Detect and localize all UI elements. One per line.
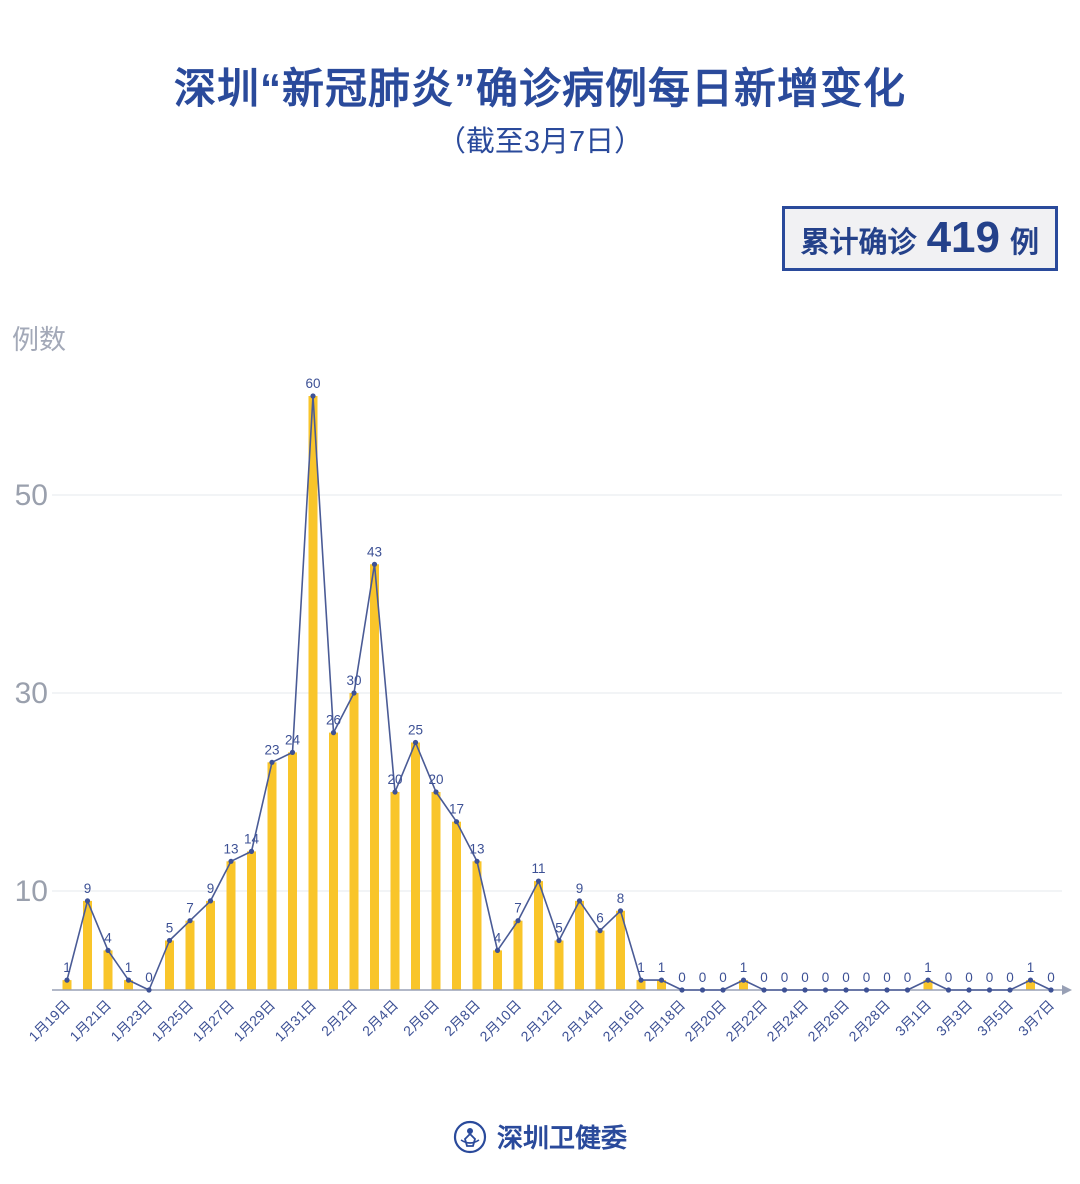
svg-text:2月12日: 2月12日 bbox=[517, 997, 565, 1045]
svg-text:43: 43 bbox=[367, 544, 382, 559]
footer: 深圳卫健委 bbox=[0, 1118, 1080, 1155]
svg-text:23: 23 bbox=[264, 742, 279, 757]
svg-text:2月16日: 2月16日 bbox=[599, 997, 647, 1045]
badge-prefix-label: 累计确诊 bbox=[800, 227, 917, 259]
svg-text:0: 0 bbox=[678, 970, 686, 985]
total-confirmed-badge: 累计确诊 419 例 bbox=[781, 206, 1058, 271]
svg-text:9: 9 bbox=[84, 881, 92, 896]
svg-text:1月21日: 1月21日 bbox=[66, 997, 114, 1045]
svg-text:20: 20 bbox=[428, 772, 443, 787]
svg-text:26: 26 bbox=[326, 713, 341, 728]
svg-text:0: 0 bbox=[760, 970, 768, 985]
svg-text:10: 10 bbox=[15, 875, 48, 908]
svg-text:8: 8 bbox=[617, 891, 625, 906]
svg-text:1: 1 bbox=[125, 960, 133, 975]
svg-text:0: 0 bbox=[945, 970, 953, 985]
svg-text:0: 0 bbox=[699, 970, 707, 985]
svg-text:30: 30 bbox=[346, 673, 361, 688]
svg-text:1: 1 bbox=[658, 960, 666, 975]
svg-text:20: 20 bbox=[387, 772, 402, 787]
svg-text:5: 5 bbox=[555, 921, 563, 936]
svg-text:0: 0 bbox=[145, 970, 153, 985]
svg-text:2月14日: 2月14日 bbox=[558, 997, 606, 1045]
svg-text:2月6日: 2月6日 bbox=[400, 997, 442, 1039]
svg-text:24: 24 bbox=[285, 732, 301, 747]
svg-text:2月10日: 2月10日 bbox=[476, 997, 524, 1045]
svg-text:17: 17 bbox=[449, 802, 464, 817]
svg-text:2月4日: 2月4日 bbox=[359, 997, 401, 1039]
svg-text:0: 0 bbox=[1047, 970, 1055, 985]
svg-text:25: 25 bbox=[408, 723, 423, 738]
svg-text:2月18日: 2月18日 bbox=[640, 997, 688, 1045]
svg-text:1月27日: 1月27日 bbox=[189, 997, 237, 1045]
svg-text:9: 9 bbox=[207, 881, 215, 896]
svg-text:0: 0 bbox=[986, 970, 994, 985]
svg-text:1月19日: 1月19日 bbox=[25, 997, 73, 1045]
badge-unit-label: 例 bbox=[1009, 227, 1039, 259]
svg-text:3月3日: 3月3日 bbox=[933, 997, 975, 1039]
svg-text:50: 50 bbox=[15, 479, 48, 512]
svg-text:60: 60 bbox=[305, 376, 320, 391]
svg-text:1: 1 bbox=[63, 960, 71, 975]
svg-text:1: 1 bbox=[924, 960, 932, 975]
svg-text:0: 0 bbox=[1006, 970, 1014, 985]
shenzhen-health-commission-logo-icon bbox=[453, 1120, 487, 1153]
svg-text:0: 0 bbox=[719, 970, 727, 985]
svg-text:13: 13 bbox=[469, 841, 484, 856]
svg-text:3月5日: 3月5日 bbox=[974, 997, 1016, 1039]
svg-text:4: 4 bbox=[104, 930, 112, 945]
svg-text:3月7日: 3月7日 bbox=[1015, 997, 1057, 1039]
svg-text:6: 6 bbox=[596, 911, 604, 926]
svg-text:3月1日: 3月1日 bbox=[892, 997, 934, 1039]
svg-text:1月31日: 1月31日 bbox=[271, 997, 319, 1045]
svg-text:0: 0 bbox=[883, 970, 891, 985]
svg-text:0: 0 bbox=[801, 970, 809, 985]
svg-text:2月28日: 2月28日 bbox=[845, 997, 893, 1045]
svg-text:9: 9 bbox=[576, 881, 584, 896]
svg-text:0: 0 bbox=[781, 970, 789, 985]
svg-text:30: 30 bbox=[15, 677, 48, 710]
svg-text:2月20日: 2月20日 bbox=[681, 997, 729, 1045]
svg-text:1月23日: 1月23日 bbox=[107, 997, 155, 1045]
svg-text:0: 0 bbox=[965, 970, 973, 985]
svg-text:13: 13 bbox=[223, 841, 238, 856]
daily-new-cases-chart: 1030501941057913142324602630432025201713… bbox=[15, 376, 1072, 1045]
footer-org-name: 深圳卫健委 bbox=[496, 1123, 627, 1153]
svg-text:1月29日: 1月29日 bbox=[230, 997, 278, 1045]
svg-text:0: 0 bbox=[822, 970, 830, 985]
svg-text:4: 4 bbox=[494, 930, 502, 945]
svg-text:0: 0 bbox=[863, 970, 871, 985]
svg-text:2月26日: 2月26日 bbox=[804, 997, 852, 1045]
svg-text:0: 0 bbox=[904, 970, 912, 985]
svg-text:2月2日: 2月2日 bbox=[318, 997, 360, 1039]
page-subtitle: （截至3月7日） bbox=[436, 126, 644, 158]
svg-text:2月24日: 2月24日 bbox=[763, 997, 811, 1045]
svg-text:1: 1 bbox=[1027, 960, 1035, 975]
svg-text:1: 1 bbox=[740, 960, 748, 975]
svg-text:1: 1 bbox=[637, 960, 645, 975]
svg-text:2月22日: 2月22日 bbox=[722, 997, 770, 1045]
svg-text:7: 7 bbox=[514, 901, 522, 916]
badge-total-value: 419 bbox=[926, 213, 1000, 262]
svg-text:11: 11 bbox=[531, 861, 545, 876]
svg-text:0: 0 bbox=[842, 970, 850, 985]
svg-text:5: 5 bbox=[166, 921, 174, 936]
svg-text:7: 7 bbox=[186, 901, 194, 916]
y-axis-label: 例数 bbox=[12, 325, 66, 355]
svg-text:14: 14 bbox=[244, 831, 260, 846]
svg-text:1月25日: 1月25日 bbox=[148, 997, 196, 1045]
page-title: 深圳“新冠肺炎”确诊病例每日新增变化 bbox=[173, 65, 906, 112]
